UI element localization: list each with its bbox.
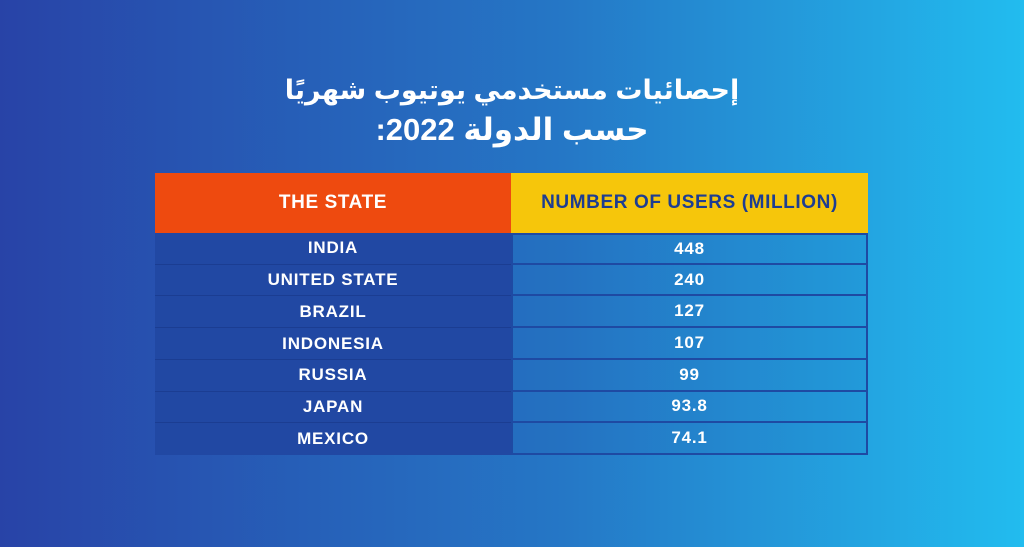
table-row: MEXICO 74.1: [155, 423, 868, 456]
title-line-2: حسب الدولة 2022:: [375, 112, 649, 147]
page-title: إحصائيات مستخدمي يوتيوب شهريًا حسب الدول…: [0, 72, 1024, 150]
title-line-1: إحصائيات مستخدمي يوتيوب شهريًا: [284, 75, 740, 105]
cell-state: UNITED STATE: [155, 264, 511, 297]
table-row: RUSSIA 99: [155, 359, 868, 392]
cell-users: 240: [511, 264, 868, 297]
cell-users: 107: [511, 328, 868, 360]
cell-state: MEXICO: [155, 423, 511, 456]
table-body: INDIA 448 UNITED STATE 240 BRAZIL 127 IN…: [155, 233, 868, 456]
cell-state: JAPAN: [155, 391, 511, 424]
table-row: INDONESIA 107: [155, 328, 868, 360]
cell-users: 93.8: [511, 391, 868, 424]
table-row: BRAZIL 127: [155, 296, 868, 329]
header-cell-users: NUMBER OF USERS (MILLION): [511, 173, 868, 233]
cell-state: BRAZIL: [155, 296, 511, 329]
cell-users: 74.1: [511, 423, 868, 456]
cell-state: INDIA: [155, 233, 511, 265]
cell-users: 127: [511, 296, 868, 329]
stats-table: THE STATE NUMBER OF USERS (MILLION) INDI…: [155, 173, 868, 456]
table-row: JAPAN 93.8: [155, 391, 868, 424]
table-row: UNITED STATE 240: [155, 264, 868, 297]
cell-users: 99: [511, 359, 868, 392]
cell-users: 448: [511, 233, 868, 265]
header-cell-state: THE STATE: [155, 173, 511, 233]
table-row: INDIA 448: [155, 233, 868, 265]
cell-state: INDONESIA: [155, 328, 511, 360]
table-header-row: THE STATE NUMBER OF USERS (MILLION): [155, 173, 868, 233]
cell-state: RUSSIA: [155, 359, 511, 392]
